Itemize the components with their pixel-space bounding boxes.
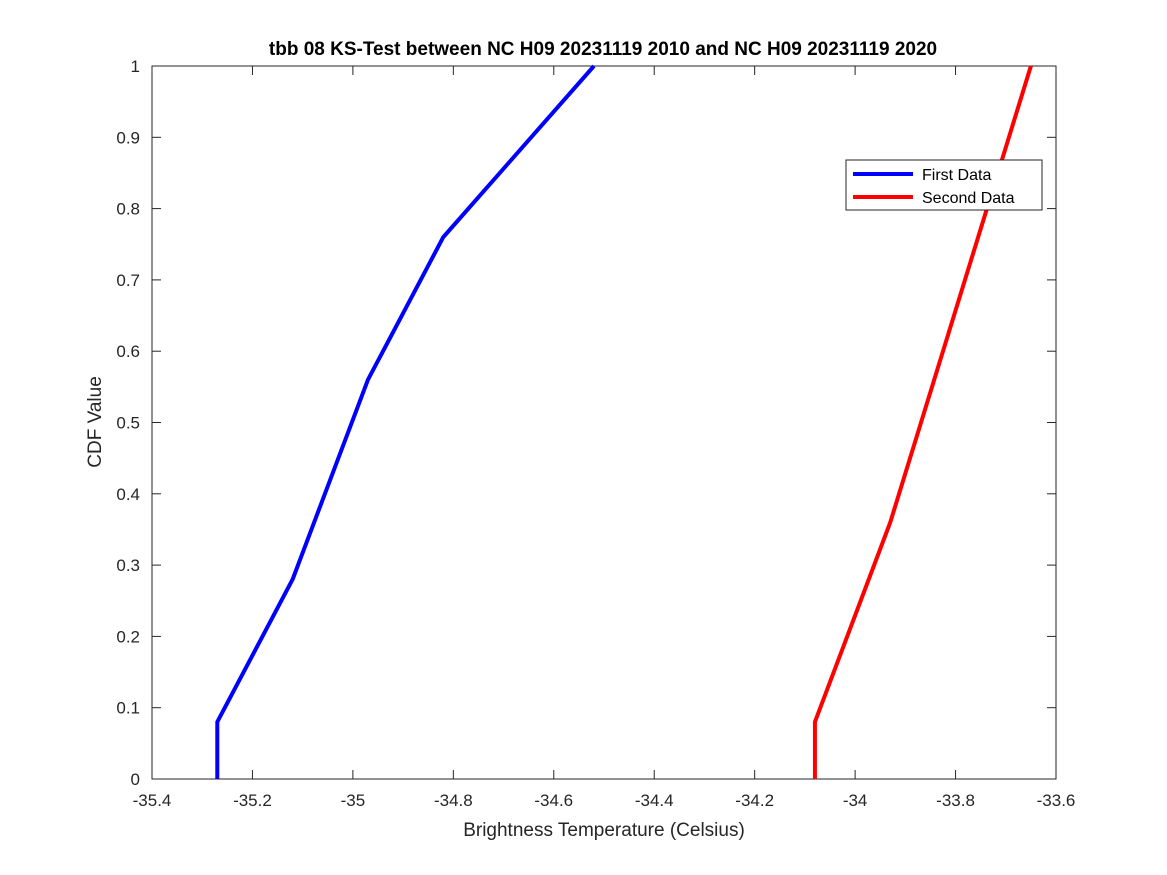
chart-title: tbb 08 KS-Test between NC H09 20231119 2… <box>269 39 937 60</box>
x-tick-label: -35.4 <box>133 791 172 810</box>
x-tick-label: -34.8 <box>434 791 473 810</box>
legend-label: Second Data <box>922 190 1015 207</box>
y-tick-label: 0.8 <box>116 200 140 219</box>
legend-label: First Data <box>922 167 991 184</box>
x-tick-label: -35.2 <box>233 791 272 810</box>
y-tick-label: 0 <box>131 770 140 789</box>
y-tick-label: 0.9 <box>116 128 140 147</box>
x-axis: -35.4 -35.2 -35 -34.8 -34.6 -34.4 -34.2 -34 -33.… <box>133 66 1076 810</box>
y-tick-label: 0.4 <box>116 485 140 504</box>
x-tick-label: -35 <box>341 791 366 810</box>
x-tick-label: -34.2 <box>735 791 774 810</box>
y-tick-label: 1 <box>131 57 140 76</box>
x-tick-label: -34 <box>843 791 868 810</box>
y-axis: 0 0.1 0.2 0.3 0.4 0.5 0.6 0.7 0.8 0.9 1 <box>116 57 1056 789</box>
series-line-second-data <box>812 65 1033 779</box>
legend-box <box>845 159 1043 211</box>
y-tick-label: 0.2 <box>116 627 140 646</box>
series-layer <box>215 64 1033 779</box>
y-tick-label: 0.1 <box>116 699 140 718</box>
x-tick-label: -33.6 <box>1037 791 1076 810</box>
y-tick-label: 0.7 <box>116 271 140 290</box>
y-tick-label: 0.6 <box>116 342 140 361</box>
x-tick-label: -34.6 <box>534 791 573 810</box>
x-axis-title: Brightness Temperature (Celsius) <box>463 820 745 841</box>
y-tick-label: 0.5 <box>116 414 140 433</box>
x-tick-label: -34.4 <box>635 791 674 810</box>
y-tick-label: 0.3 <box>116 556 140 575</box>
x-tick-label: -33.8 <box>936 791 975 810</box>
legend: First Data Second Data <box>845 159 1043 211</box>
y-axis-title: CDF Value <box>85 376 106 468</box>
series-line-first-data <box>215 64 596 779</box>
